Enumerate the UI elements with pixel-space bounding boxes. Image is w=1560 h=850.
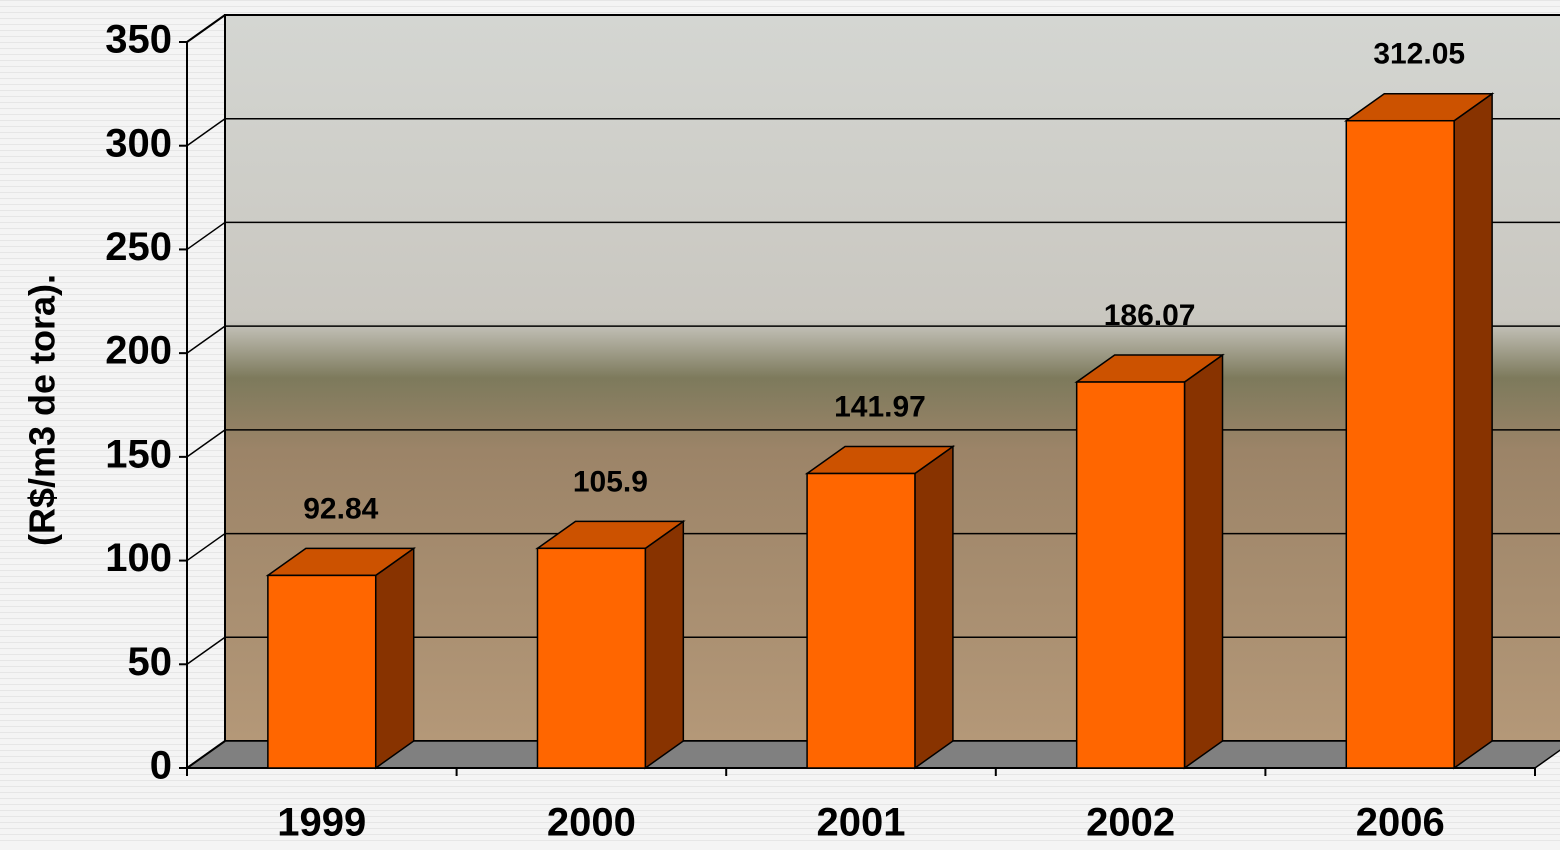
bar-side: [1454, 94, 1492, 768]
page: {"chart_data": {"type": "bar", "y_label"…: [0, 0, 1560, 845]
bar-side: [1185, 355, 1223, 768]
bar: [807, 474, 915, 768]
y-tick-label: 100: [105, 536, 172, 580]
x-tick-label: 2001: [817, 801, 906, 845]
bar: [1077, 382, 1185, 768]
chart: (R$/m3 de tora). 0 50 100 150 200 250 300 350 19…: [0, 0, 1560, 845]
value-label: 92.84: [303, 492, 378, 525]
bar: [268, 575, 376, 768]
bar: [1346, 121, 1454, 768]
value-label: 186.07: [1104, 299, 1196, 332]
y-tick-label: 0: [150, 744, 172, 788]
bar: [537, 548, 645, 768]
x-tick-label: 2002: [1086, 801, 1175, 845]
y-axis-label: (R$/m3 de tora).: [22, 274, 63, 546]
x-tick-label: 2006: [1356, 801, 1445, 845]
y-tick-label: 200: [105, 329, 172, 373]
y-tick-label: 300: [105, 121, 172, 165]
value-label: 105.9: [573, 465, 648, 498]
bar-side: [376, 548, 414, 768]
y-tick-label: 150: [105, 432, 172, 476]
y-tick-label: 350: [105, 18, 172, 62]
x-tick-label: 2000: [547, 801, 636, 845]
bar-side: [915, 447, 953, 768]
y-tick-label: 250: [105, 225, 172, 269]
x-tick-label: 1999: [277, 801, 366, 845]
y-tick-label: 50: [128, 640, 173, 684]
value-label: 141.97: [834, 390, 926, 423]
value-label: 312.05: [1373, 38, 1465, 71]
bar-side: [645, 521, 683, 768]
